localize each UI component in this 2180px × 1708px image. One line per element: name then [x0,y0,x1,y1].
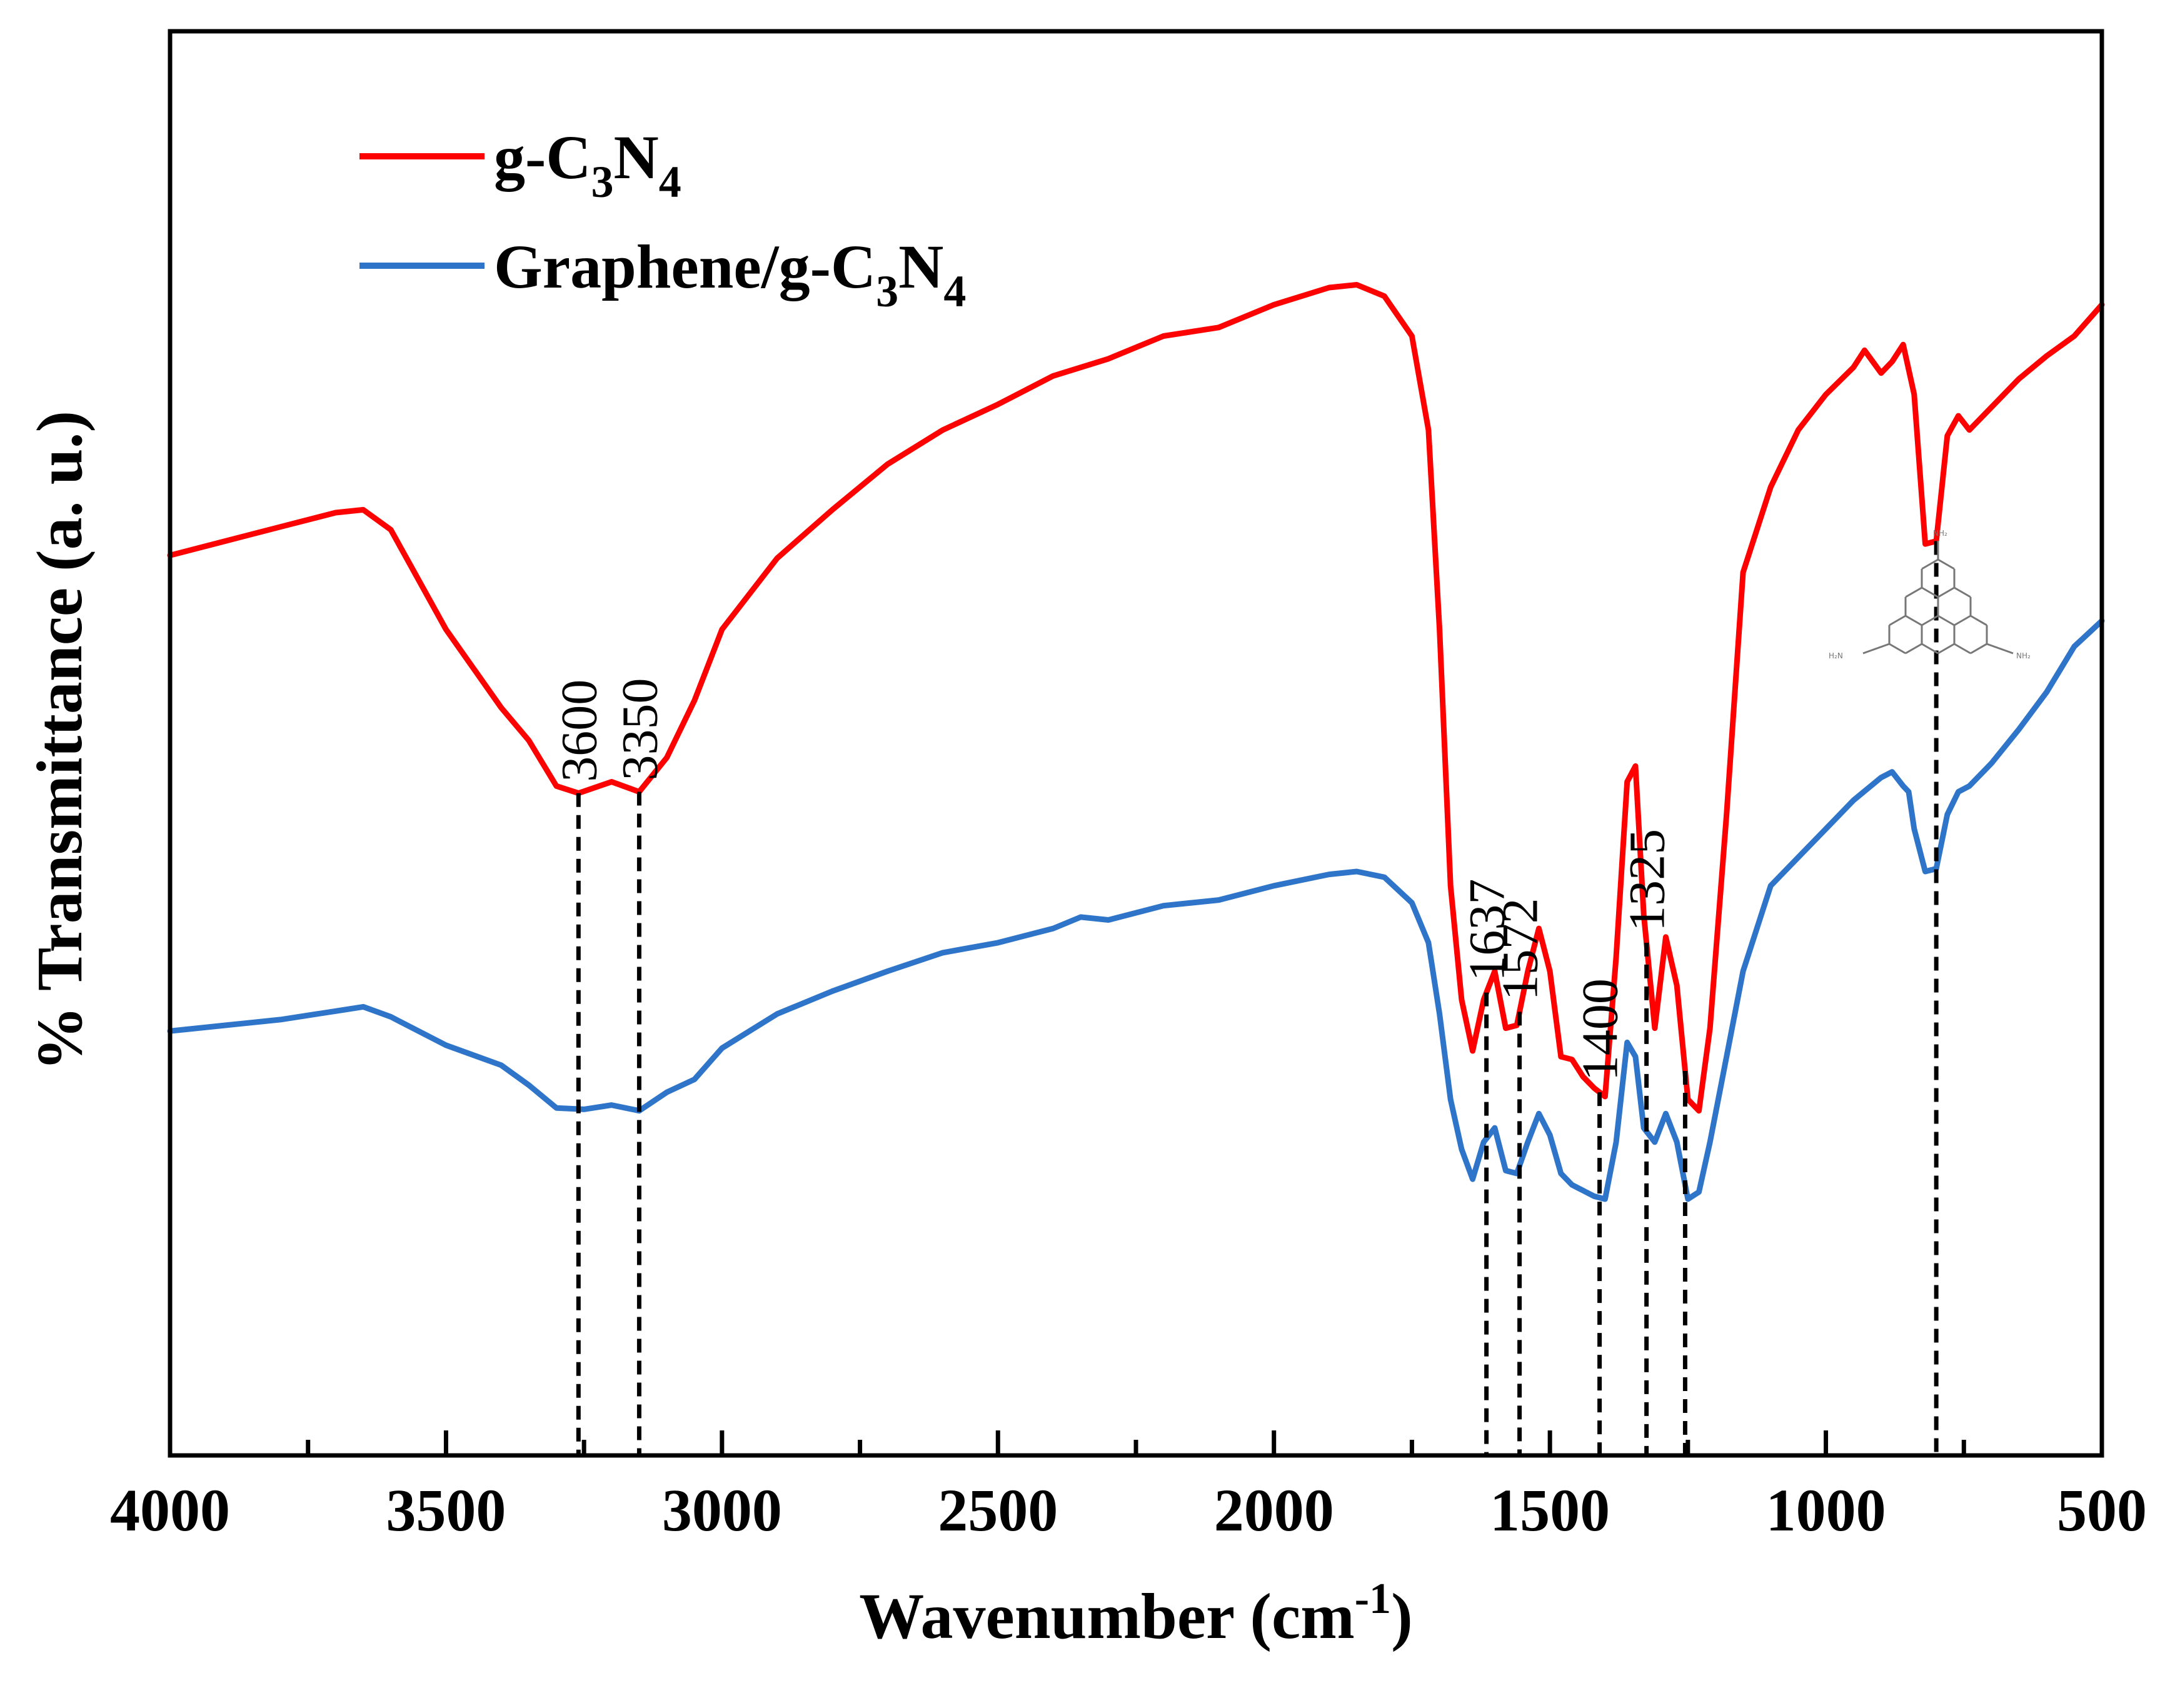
series-line-graphene-g-c3n4 [167,618,2105,1202]
x-tick-label-1000: 1000 [1766,1477,1886,1544]
heptazine-structure-diagram: NH₂ H₂N NH₂ [1829,529,2031,660]
x-tick-label-3000: 3000 [662,1477,782,1544]
x-axis-label-text: Wavenumber [859,1580,1233,1652]
peak-label-1400: 1400 [1572,978,1629,1081]
peak-label-1572: 1572 [1492,898,1549,1000]
peak-label-3600: 3600 [550,680,607,782]
y-axis-label: % Transmittance (a. u.) [24,411,96,1071]
x-axis-label: Wavenumber (cm-1) [859,1575,1412,1652]
x-axis-unit-exponent: -1 [1355,1575,1391,1623]
x-axis-ticks: 4000 3500 3000 2500 2000 1500 1000 500 [110,1430,2147,1544]
x-tick-label-500: 500 [2057,1477,2147,1544]
x-tick-label-2000: 2000 [1214,1477,1334,1544]
plot-frame [168,29,2104,1458]
x-tick-label-4000: 4000 [110,1477,230,1544]
x-tick-label-1500: 1500 [1490,1477,1610,1544]
series-line-g-c3n4 [167,282,2105,1114]
x-axis-unit: cm [1272,1580,1355,1652]
peak-label-1325: 1325 [1619,829,1675,932]
x-tick-label-3500: 3500 [386,1477,506,1544]
peak-label-1637: 1637 [1459,879,1515,982]
legend-label-g-c3n4: g-C3N4 [494,123,681,207]
x-tick-label-2500: 2500 [938,1477,1058,1544]
svg-text:H₂N: H₂N [1829,651,1843,660]
peak-marker-layer [576,541,1939,1455]
svg-text:NH₂: NH₂ [1933,529,1947,538]
legend-label-graphene-g-c3n4: Graphene/g-C3N4 [494,232,966,316]
svg-text:NH₂: NH₂ [2016,651,2031,660]
peak-label-3350: 3350 [611,678,668,780]
legend: g-C3N4 Graphene/g-C3N4 [359,123,966,316]
series-layer [167,282,2105,1202]
